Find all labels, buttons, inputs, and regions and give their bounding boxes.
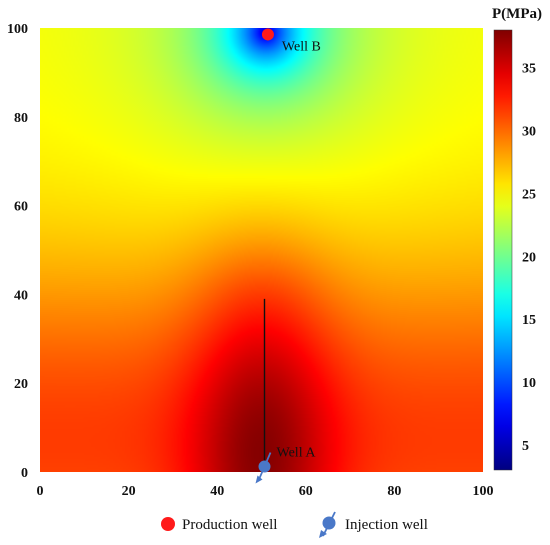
legend-injection-label: Injection well [345,517,428,533]
y-axis-ticks: 0 20 40 60 80 100 [7,22,28,481]
y-tick-label: 80 [14,111,28,126]
y-tick-label: 60 [14,200,28,215]
y-tick-label: 0 [21,466,28,481]
well-a-label: Well A [277,446,317,461]
y-tick-label: 100 [7,22,28,37]
legend: Production well Injection well [161,511,428,538]
colorbar [493,29,513,471]
y-tick-label: 20 [14,377,28,392]
legend-production-label: Production well [182,517,277,533]
colorbar-tick-label: 20 [522,250,536,265]
x-tick-label: 40 [210,484,224,499]
x-tick-label: 0 [37,484,44,499]
colorbar-tick-label: 5 [522,439,529,454]
pressure-heatmap [40,28,483,472]
production-well-marker [261,28,274,41]
colorbar-tick-label: 10 [522,376,536,391]
injection-well-marker [255,452,272,484]
y-tick-label: 40 [14,288,28,303]
x-tick-label: 20 [122,484,136,499]
colorbar-tick-label: 15 [522,313,536,328]
production-well-legend-icon [161,517,175,531]
colorbar-tick-label: 35 [522,62,536,77]
x-tick-label: 80 [387,484,401,499]
colorbar-ticks: 5 10 15 20 25 30 35 [522,62,536,454]
colorbar-tick-label: 25 [522,187,536,202]
colorbar-tick-label: 30 [522,125,536,140]
colorbar-title: P(MPa) [492,6,542,22]
x-tick-label: 60 [299,484,313,499]
x-tick-label: 100 [473,484,494,499]
well-b-label: Well B [282,39,321,54]
x-axis-ticks: 0 20 40 60 80 100 [37,484,494,499]
injection-well-legend-icon [319,511,336,538]
